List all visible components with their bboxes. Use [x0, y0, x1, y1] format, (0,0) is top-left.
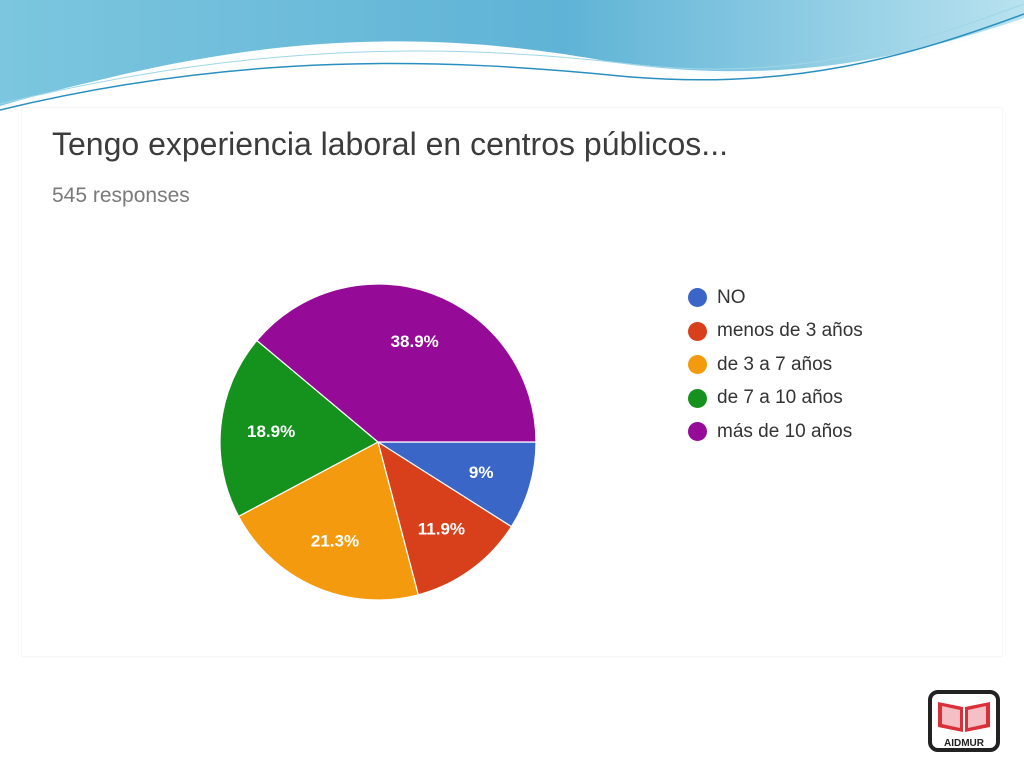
svg-text:AIDMUR: AIDMUR	[944, 738, 985, 749]
legend-dot-icon	[688, 388, 707, 408]
legend-label: de 7 a 10 años	[717, 387, 843, 409]
pie-slice-label-4: 38.9%	[391, 332, 439, 351]
legend-dot-icon	[688, 422, 707, 442]
legend-dot-icon	[688, 288, 707, 308]
pie-slice-label-0: 9%	[469, 463, 494, 482]
legend-label: de 3 a 7 años	[717, 353, 833, 375]
legend-dot-icon	[688, 321, 707, 341]
pie-slice-4	[256, 283, 537, 443]
legend-label: menos de 3 años	[717, 320, 863, 342]
legend-item-2[interactable]: de 3 a 7 años	[688, 348, 863, 382]
pie-slice-label-3: 18.9%	[247, 422, 295, 441]
header-wave-decoration	[0, 0, 1024, 115]
legend-item-0[interactable]: NO	[688, 281, 863, 315]
pie-slice-label-2: 21.3%	[311, 532, 359, 551]
pie-chart: 9% 11.9% 21.3% 18.9% 38.9%	[219, 283, 537, 601]
legend-label: más de 10 años	[717, 420, 853, 442]
pie-slice-3	[219, 339, 380, 518]
aidmur-logo: AIDMUR	[928, 690, 1000, 752]
pie-slice-1	[377, 440, 513, 596]
legend-item-1[interactable]: menos de 3 años	[688, 315, 863, 349]
pie-slice-0	[375, 441, 537, 528]
chart-title: Tengo experiencia laboral en centros púb…	[52, 126, 728, 162]
legend-item-4[interactable]: más de 10 años	[688, 415, 863, 449]
legend-label: NO	[717, 286, 746, 308]
legend-item-3[interactable]: de 7 a 10 años	[688, 382, 863, 416]
pie-slice-2	[237, 441, 419, 601]
chart-legend: NO menos de 3 años de 3 a 7 años de 7 a 10 …	[688, 281, 863, 449]
pie-slice-label-1: 11.9%	[418, 520, 465, 539]
chart-subtitle: 545 responses	[52, 184, 190, 207]
legend-dot-icon	[688, 355, 707, 375]
